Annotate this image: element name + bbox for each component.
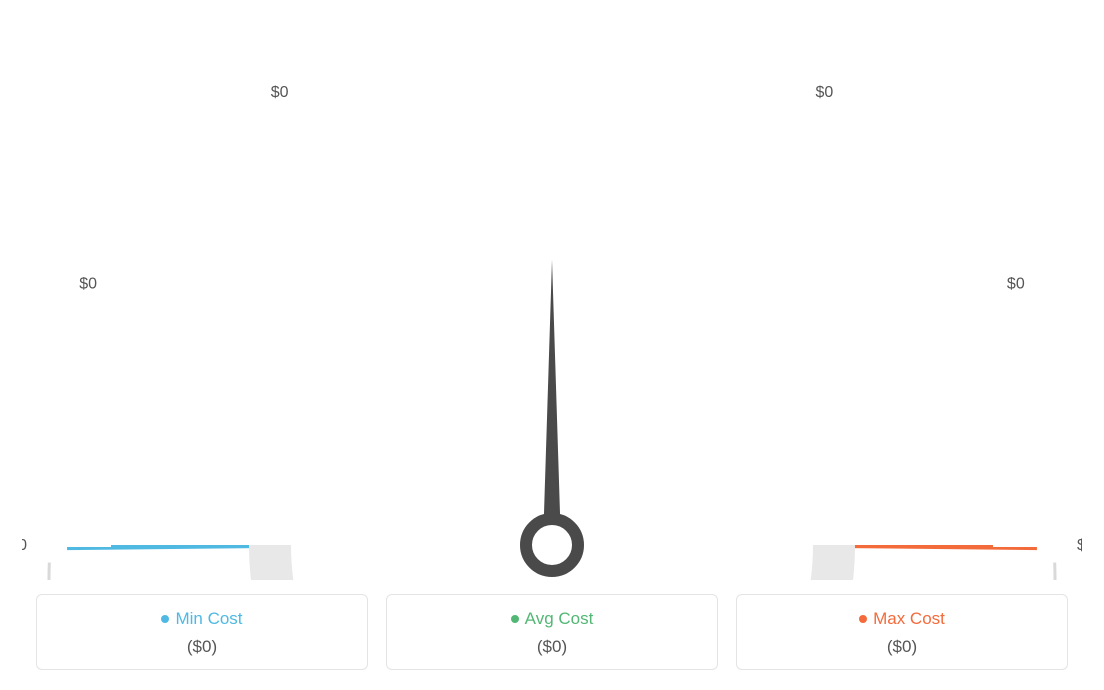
legend-row: Min Cost ($0) Avg Cost ($0) Max Cost ($0… [0, 594, 1104, 670]
gauge-needle [526, 260, 578, 571]
legend-dot-avg [511, 615, 519, 623]
svg-text:$0: $0 [22, 537, 27, 554]
gauge-svg: $0$0$0$0$0$0$0 [22, 20, 1082, 580]
svg-text:$0: $0 [271, 84, 289, 101]
svg-text:$0: $0 [816, 84, 834, 101]
gauge-chart: $0$0$0$0$0$0$0 [22, 20, 1082, 580]
svg-text:$0: $0 [1077, 537, 1082, 554]
cost-gauge-infographic: $0$0$0$0$0$0$0 Min Cost ($0) Avg Cost ($… [0, 0, 1104, 690]
legend-dot-max [859, 615, 867, 623]
legend-label-avg: Avg Cost [525, 609, 594, 629]
legend-value-min: ($0) [37, 637, 367, 657]
legend-card-min: Min Cost ($0) [36, 594, 368, 670]
legend-card-avg: Avg Cost ($0) [386, 594, 718, 670]
legend-label-max: Max Cost [873, 609, 945, 629]
svg-text:$0: $0 [1007, 276, 1025, 293]
legend-label-min: Min Cost [175, 609, 242, 629]
legend-dot-min [161, 615, 169, 623]
svg-text:$0: $0 [79, 276, 97, 293]
legend-value-max: ($0) [737, 637, 1067, 657]
legend-value-avg: ($0) [387, 637, 717, 657]
legend-card-max: Max Cost ($0) [736, 594, 1068, 670]
